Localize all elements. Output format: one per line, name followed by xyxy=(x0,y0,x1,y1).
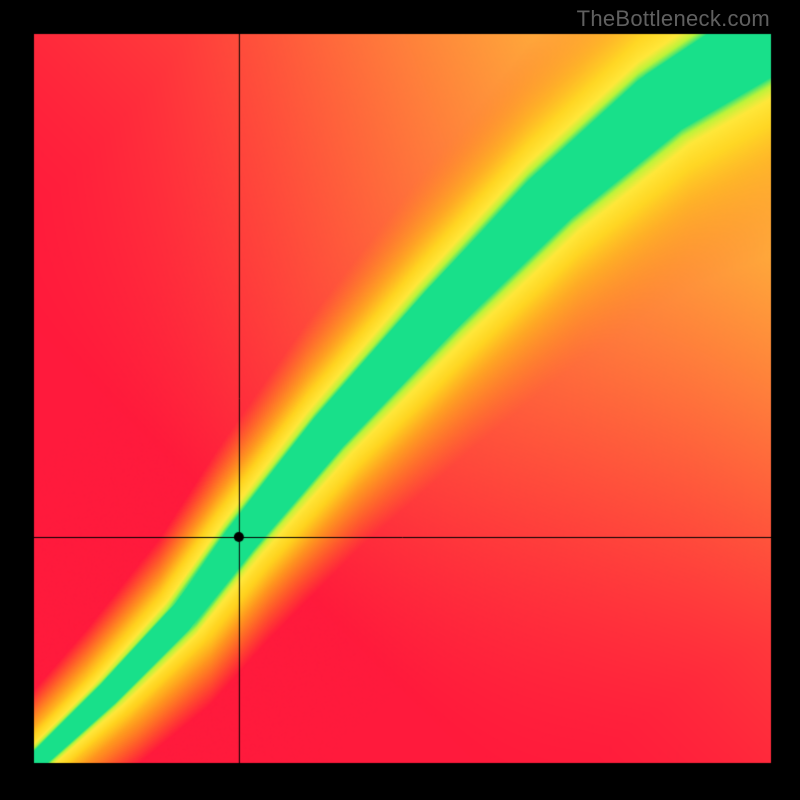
chart-container: TheBottleneck.com xyxy=(0,0,800,800)
bottleneck-heatmap xyxy=(0,0,800,800)
watermark-label: TheBottleneck.com xyxy=(577,6,770,32)
